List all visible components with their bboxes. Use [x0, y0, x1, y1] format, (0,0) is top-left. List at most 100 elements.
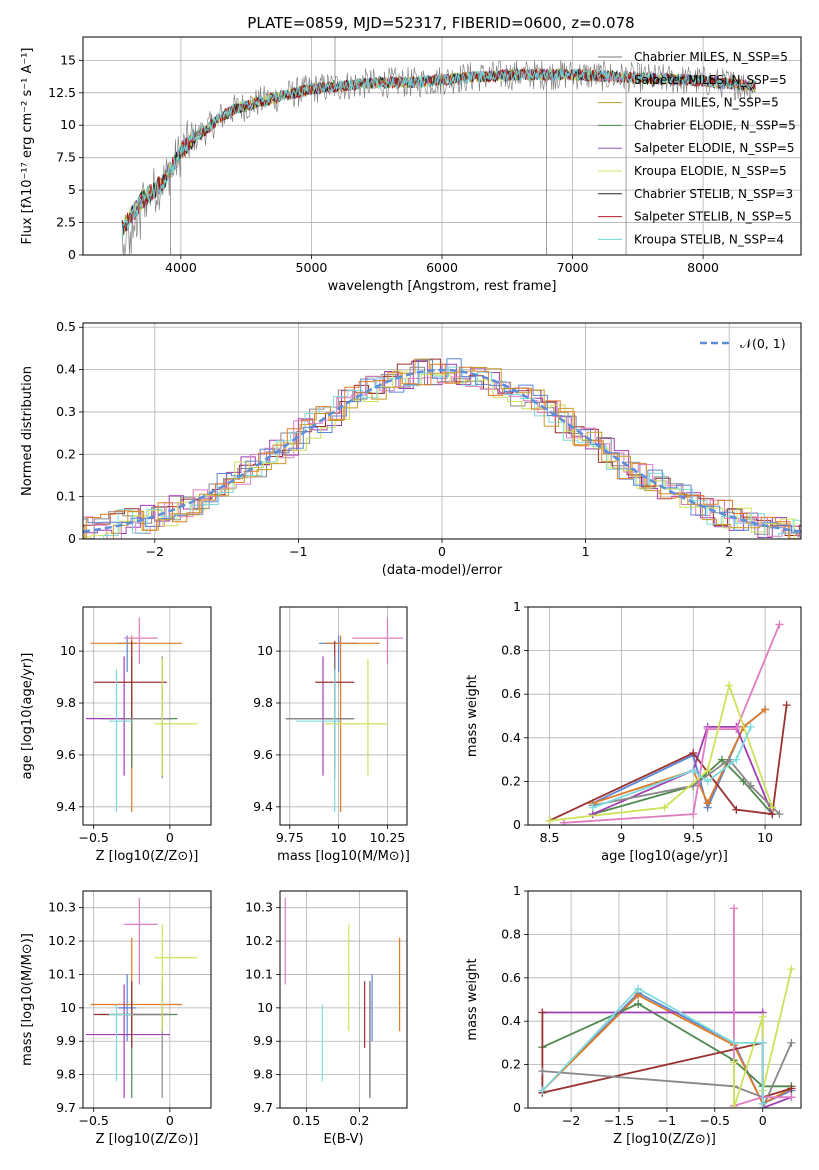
x-tick-label: −2 — [146, 544, 164, 559]
x-axis-label: (data-model)/error — [382, 563, 503, 578]
age-mass-panel: 9.75 10 10.25 9.4 9.6 9.8 10 mass [log10(M/M⊙)] — [253, 606, 410, 864]
axes-frame — [279, 890, 408, 1109]
weight-marker — [689, 766, 698, 775]
x-tick-label: 9.75 — [276, 830, 304, 845]
legend: 𝒩(0, 1) — [700, 336, 786, 351]
axes-frame — [82, 606, 212, 826]
y-tick-label: 1 — [513, 883, 521, 898]
y-tick-label: 10.2 — [245, 933, 273, 948]
grid — [83, 323, 801, 540]
x-tick-label: −0.5 — [78, 1113, 108, 1128]
y-tick-label: 1 — [513, 599, 521, 614]
weight-marker — [703, 725, 712, 734]
y-tick-label: 0.8 — [501, 643, 521, 658]
spectrum-panel: 4000 5000 6000 7000 8000 0 2.5 5 7.5 10 12.5 15 wave… — [20, 36, 802, 294]
y-tick-label: 7.5 — [56, 150, 76, 165]
weight-marker — [703, 777, 712, 786]
y-tick-label: 0.2 — [501, 773, 521, 788]
legend-entry: Chabrier STELIB, N_SSP=3 — [634, 187, 793, 201]
histogram-6 — [83, 366, 801, 539]
y-tick-label: 10.1 — [245, 966, 273, 981]
y-tick-label: 0.2 — [56, 446, 76, 461]
errorbars — [285, 617, 404, 813]
spectrum-line-6 — [121, 68, 756, 237]
x-tick-label: −0.5 — [700, 1113, 730, 1128]
y-tick-label: 9.9 — [56, 1033, 76, 1048]
x-tick-label: 10 — [331, 830, 347, 845]
y-tick-label: 10.2 — [48, 933, 76, 948]
x-tick-label: 5000 — [296, 260, 328, 275]
legend-entry: Chabrier ELODIE, N_SSP=5 — [634, 118, 796, 132]
axes-frame — [82, 36, 802, 256]
legend-entry: Kroupa STELIB, N_SSP=4 — [634, 232, 784, 246]
grid — [83, 891, 211, 1109]
x-axis-label: mass [log10(M/M⊙)] — [277, 849, 410, 864]
weight-marker — [559, 818, 568, 825]
y-tick-label: 0 — [513, 817, 521, 832]
grid — [280, 891, 407, 1109]
mass-ebv-panel: 0.15 0.2 9.7 9.8 9.9 10 10.1 10.2 10.3 E(B-V) — [245, 890, 408, 1147]
x-tick-label: −2 — [562, 1113, 580, 1128]
weight-marker — [729, 1058, 738, 1067]
y-tick-label: 10.3 — [245, 900, 273, 915]
weight-marker — [689, 749, 698, 758]
weight-z-panel: −2 −1.5 −1 −0.5 0 0 0.2 0.4 0.6 0.8 1 Z [log10(Z/Z⊙… — [465, 883, 802, 1147]
y-axis-label: mass weight — [465, 958, 480, 1040]
y-tick-label: 10 — [257, 1000, 273, 1015]
x-tick-label: −1 — [289, 544, 307, 559]
y-tick-label: 0.4 — [501, 730, 521, 745]
weight-marker — [732, 805, 741, 814]
x-tick-label: 0 — [438, 544, 446, 559]
x-axis-label: Z [log10(Z/Z⊙)] — [613, 1132, 716, 1147]
residual-panel: −2 −1 0 1 2 0 0.1 0.2 0.3 0.4 0.5 (data-model)/erro… — [20, 319, 802, 578]
y-tick-label: 5 — [68, 182, 76, 197]
legend-entry: Salpeter MILES, N_SSP=5 — [634, 73, 787, 87]
y-tick-label: 0.6 — [501, 970, 521, 985]
weight-marker — [725, 755, 734, 764]
x-tick-label: 9.5 — [683, 830, 703, 845]
weight-lines — [538, 904, 796, 1108]
weight-marker — [634, 999, 643, 1008]
x-tick-label: 0.15 — [293, 1113, 321, 1128]
grid — [280, 607, 407, 825]
x-tick-label: −1 — [658, 1113, 676, 1128]
grid — [528, 890, 801, 1109]
weight-lines — [545, 620, 791, 825]
x-tick-label: 9 — [617, 830, 625, 845]
errorbars — [86, 617, 198, 813]
weight-marker — [775, 620, 784, 629]
histogram-5 — [83, 370, 801, 539]
axes-frame — [82, 890, 212, 1109]
errorbars — [284, 897, 401, 1098]
legend-entry: Chabrier MILES, N_SSP=5 — [634, 50, 788, 64]
y-tick-label: 9.8 — [56, 1067, 76, 1082]
x-tick-label: 10.25 — [370, 830, 406, 845]
y-tick-label: 15 — [60, 52, 76, 67]
weight-marker — [787, 965, 796, 974]
weight-marker — [717, 755, 726, 764]
weight-marker — [538, 1086, 547, 1095]
weight-marker — [660, 803, 669, 812]
x-axis-label: Z [log10(Z/Z⊙)] — [96, 849, 199, 864]
weight-marker — [768, 803, 777, 812]
mass-z-panel: −0.5 0 9.7 9.8 9.9 10 10.1 10.2 10.3 Z [log10(Z/Z… — [20, 890, 212, 1147]
y-axis-label: age [log10(age/yr)] — [20, 653, 35, 780]
weight-marker — [758, 1038, 767, 1047]
y-tick-label: 12.5 — [48, 85, 76, 100]
weight-marker — [732, 725, 741, 734]
weight-marker — [775, 810, 784, 819]
y-tick-label: 9.8 — [56, 695, 76, 710]
y-tick-label: 0.2 — [501, 1057, 521, 1072]
weight-marker — [761, 705, 770, 714]
x-axis-label: E(B-V) — [323, 1132, 363, 1147]
y-tick-label: 9.4 — [253, 799, 273, 814]
x-tick-label: 0.2 — [349, 1113, 369, 1128]
y-tick-label: 0.5 — [56, 319, 76, 334]
y-axis-label: mass weight — [465, 675, 480, 757]
x-axis-label: wavelength [Angstrom, rest frame] — [328, 279, 557, 294]
weight-marker — [729, 904, 738, 913]
x-axis-label: Z [log10(Z/Z⊙)] — [96, 1132, 199, 1147]
legend-entry: Salpeter STELIB, N_SSP=5 — [634, 210, 792, 224]
y-tick-label: 2.5 — [56, 215, 76, 230]
